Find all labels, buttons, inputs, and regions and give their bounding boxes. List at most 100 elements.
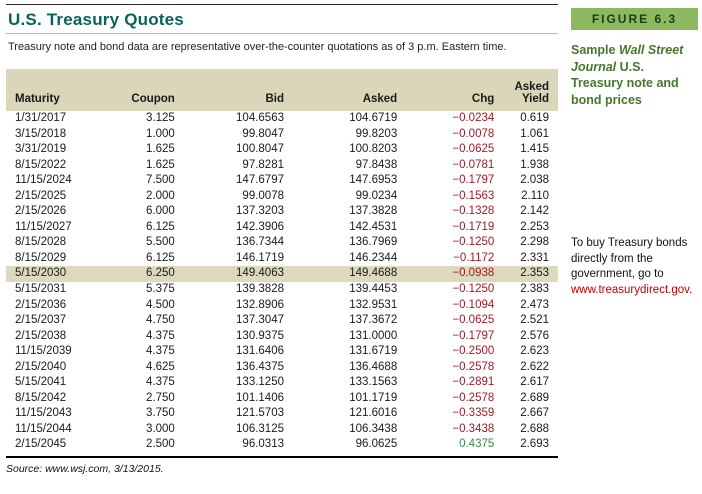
table-row: 8/15/2022 1.625 97.8281 97.8438 −0.0781 1.938	[6, 158, 558, 174]
cell-chg: −0.1719	[452, 220, 495, 233]
table-row: 2/15/2037 4.750 137.3047 137.3672 −0.0625 2.5…	[6, 313, 558, 329]
source-note: Source: www.wsj.com, 3/13/2015.	[6, 463, 164, 476]
cell-coupon: 4.750	[146, 314, 175, 327]
cell-asked_yield: 2.576	[520, 329, 549, 342]
cell-coupon: 6.250	[108, 266, 175, 283]
cell-asked: 132.9531	[349, 298, 398, 311]
cell-bid: 96.0313	[242, 438, 284, 451]
cell-maturity: 11/15/2044	[15, 422, 72, 435]
cell-chg: −0.0625	[452, 314, 495, 327]
cell-bid: 136.7344	[236, 236, 284, 249]
cell-asked: 106.3438	[349, 422, 398, 435]
cell-chg: −0.1797	[452, 329, 495, 342]
cell-asked: 149.4688	[284, 266, 398, 283]
treasurydirect-link[interactable]: www.treasurydirect.gov.	[571, 283, 693, 296]
column-header-coupon: Coupon	[131, 93, 175, 105]
cell-asked: 121.6016	[349, 407, 398, 420]
cell-asked_yield: 2.622	[520, 360, 549, 373]
cell-asked: 99.0234	[355, 189, 398, 202]
cell-maturity: 2/15/2045	[15, 438, 67, 451]
cell-bid: 137.3047	[236, 314, 284, 327]
table-row: 11/15/2043 3.750 121.5703 121.6016 −0.3359 2.…	[6, 406, 558, 422]
figure-caption: Sample Wall Street Journal U.S. Treasury…	[571, 42, 698, 108]
cell-asked: 97.8438	[355, 158, 398, 171]
cell-chg: −0.1328	[452, 205, 495, 218]
quotes-table: Maturity Coupon Bid Asked Chg Asked Yield 1/3…	[6, 69, 558, 453]
cell-asked: 100.8203	[349, 143, 398, 156]
cell-bid: 149.4063	[174, 266, 284, 283]
table-row: 1/31/2017 3.125 104.6563 104.6719 −0.0234 0.6…	[6, 111, 558, 127]
cell-maturity: 11/15/2024	[15, 174, 72, 187]
cell-bid: 101.1406	[236, 391, 284, 404]
table-row: 2/15/2045 2.500 96.0313 96.0625 0.4375 2.693	[6, 437, 558, 453]
cell-asked: 131.0000	[349, 329, 398, 342]
cell-asked_yield: 2.693	[520, 438, 549, 451]
table-row: 5/15/2030 6.250 149.4063 149.4688 −0.0938 2.3…	[6, 266, 558, 283]
cell-asked: 139.4453	[349, 283, 398, 296]
cell-chg: −0.3438	[452, 422, 495, 435]
table-header-row: Maturity Coupon Bid Asked Chg Asked Yield	[6, 69, 558, 111]
cell-chg: 0.4375	[459, 438, 495, 451]
cell-asked: 101.1719	[349, 391, 398, 404]
cell-asked_yield: 2.110	[521, 189, 549, 202]
cell-chg: −0.1563	[452, 189, 495, 202]
table-row: 11/15/2044 3.000 106.3125 106.3438 −0.3438 2.…	[6, 422, 558, 438]
cell-maturity: 11/15/2039	[15, 345, 72, 358]
cell-bid: 99.8047	[242, 127, 284, 140]
cell-asked_yield: 1.938	[520, 158, 549, 171]
cell-maturity: 2/15/2025	[15, 189, 67, 202]
figure-caption-pre: Sample	[571, 43, 619, 57]
quotes-table-head: Maturity Coupon Bid Asked Chg Asked Yield	[6, 69, 558, 111]
cell-maturity: 1/31/2017	[15, 112, 67, 124]
cell-maturity: 3/15/2018	[15, 127, 67, 140]
cell-maturity: 5/15/2030	[6, 266, 109, 283]
cell-asked_yield: 2.038	[520, 174, 549, 187]
cell-asked: 147.6953	[349, 174, 398, 187]
cell-bid: 147.6797	[236, 174, 284, 187]
cell-chg: −0.1172	[453, 251, 495, 264]
cell-coupon: 5.375	[146, 283, 175, 296]
cell-bid: 97.8281	[242, 158, 284, 171]
cell-maturity: 8/15/2028	[15, 236, 67, 249]
cell-maturity: 5/15/2031	[15, 283, 67, 296]
cell-chg: −0.1094	[452, 298, 495, 311]
table-row: 2/15/2038 4.375 130.9375 131.0000 −0.1797 2.5…	[6, 329, 558, 345]
cell-coupon: 3.750	[146, 407, 175, 420]
table-row: 11/15/2024 7.500 147.6797 147.6953 −0.1797 2.…	[6, 173, 558, 189]
cell-maturity: 11/15/2027	[15, 220, 72, 233]
figure-caption-post: U.S. Treasury note and bond prices	[571, 59, 679, 107]
table-row: 3/31/2019 1.625 100.8047 100.8203 −0.0625 1.4…	[6, 142, 558, 158]
table-row: 11/15/2027 6.125 142.3906 142.4531 −0.1719 2.…	[6, 220, 558, 236]
cell-chg: −0.2500	[452, 345, 495, 358]
cell-chg: −0.0625	[452, 143, 495, 156]
quotes-table-body: 1/31/2017 3.125 104.6563 104.6719 −0.0234 0.6…	[6, 111, 558, 453]
cell-asked_yield: 2.383	[520, 283, 549, 296]
cell-bid: 132.8906	[236, 298, 284, 311]
cell-maturity: 3/31/2019	[15, 143, 67, 156]
margin-note: To buy Treasury bonds directly from the …	[571, 236, 698, 298]
figure-main: U.S. Treasury Quotes Treasury note and b…	[6, 4, 558, 475]
cell-asked_yield: 2.688	[520, 422, 549, 435]
cell-bid: 146.1719	[236, 251, 284, 264]
cell-bid: 136.4375	[236, 360, 284, 373]
cell-chg: −0.2891	[452, 376, 495, 389]
table-row: 11/15/2039 4.375 131.6406 131.6719 −0.2500 2.…	[6, 344, 558, 360]
cell-asked_yield: 2.521	[520, 314, 549, 327]
cell-coupon: 4.625	[146, 360, 175, 373]
cell-maturity: 2/15/2038	[15, 329, 67, 342]
cell-chg: −0.1797	[452, 174, 495, 187]
table-row: 5/15/2031 5.375 139.3828 139.4453 −0.1250 2.3…	[6, 282, 558, 298]
cell-chg: −0.2578	[452, 360, 495, 373]
cell-bid: 104.6563	[236, 112, 284, 124]
cell-chg: −0.1250	[452, 283, 495, 296]
page-title: U.S. Treasury Quotes	[8, 10, 184, 29]
table-row: 8/15/2028 5.500 136.7344 136.7969 −0.1250 2.2…	[6, 235, 558, 251]
cell-bid: 130.9375	[236, 329, 284, 342]
cell-coupon: 1.625	[146, 143, 175, 156]
cell-asked_yield: 2.667	[520, 407, 549, 420]
title-rule	[6, 33, 558, 34]
cell-coupon: 6.125	[146, 251, 175, 264]
cell-chg: −0.1250	[452, 236, 495, 249]
figure-badge: FIGURE 6.3	[571, 8, 698, 30]
cell-coupon: 2.000	[146, 189, 175, 202]
